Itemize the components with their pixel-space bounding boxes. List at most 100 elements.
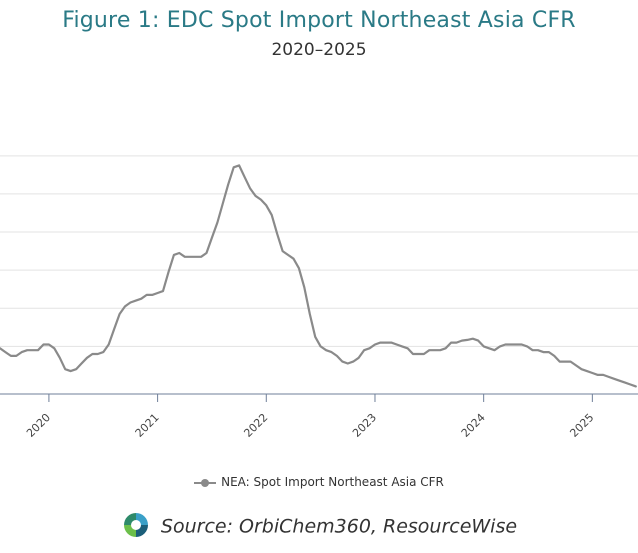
data-point[interactable] <box>421 351 427 357</box>
data-point[interactable] <box>106 342 112 348</box>
data-point[interactable] <box>269 212 275 218</box>
data-point[interactable] <box>51 345 57 351</box>
data-point[interactable] <box>155 290 161 296</box>
data-point[interactable] <box>557 359 563 365</box>
data-point[interactable] <box>8 353 14 359</box>
data-point[interactable] <box>46 342 52 348</box>
data-point[interactable] <box>236 162 242 168</box>
data-point[interactable] <box>79 361 85 367</box>
data-point[interactable] <box>454 340 460 346</box>
data-point[interactable] <box>415 351 421 357</box>
data-point[interactable] <box>573 362 579 368</box>
data-point[interactable] <box>301 284 307 290</box>
data-point[interactable] <box>492 347 498 353</box>
data-point[interactable] <box>443 345 449 351</box>
data-point[interactable] <box>220 201 226 207</box>
data-point[interactable] <box>606 374 612 380</box>
data-point[interactable] <box>209 235 215 241</box>
data-point[interactable] <box>334 353 340 359</box>
data-point[interactable] <box>187 254 193 260</box>
data-point[interactable] <box>546 349 552 355</box>
data-point[interactable] <box>432 347 438 353</box>
data-point[interactable] <box>166 269 172 275</box>
data-point[interactable] <box>584 368 590 374</box>
data-point[interactable] <box>117 311 123 317</box>
data-point[interactable] <box>540 349 546 355</box>
data-point[interactable] <box>122 303 128 309</box>
data-point[interactable] <box>57 355 63 361</box>
data-point[interactable] <box>524 343 530 349</box>
data-point[interactable] <box>111 326 117 332</box>
data-point[interactable] <box>13 353 19 359</box>
data-point[interactable] <box>627 382 633 388</box>
data-point[interactable] <box>242 174 248 180</box>
data-point[interactable] <box>296 265 302 271</box>
data-point[interactable] <box>367 345 373 351</box>
data-point[interactable] <box>171 252 177 258</box>
data-point[interactable] <box>551 353 557 359</box>
data-point[interactable] <box>263 202 269 208</box>
data-point[interactable] <box>502 342 508 348</box>
data-point[interactable] <box>280 248 286 254</box>
data-point[interactable] <box>176 250 182 256</box>
data-point[interactable] <box>579 366 585 372</box>
data-point[interactable] <box>84 355 90 361</box>
data-point[interactable] <box>247 185 253 191</box>
data-point[interactable] <box>377 340 383 346</box>
data-point[interactable] <box>508 342 514 348</box>
data-point[interactable] <box>361 347 367 353</box>
data-point[interactable] <box>405 345 411 351</box>
data-point[interactable] <box>568 359 574 365</box>
data-point[interactable] <box>127 300 133 306</box>
data-point[interactable] <box>258 197 264 203</box>
data-point[interactable] <box>89 351 95 357</box>
data-point[interactable] <box>464 337 470 343</box>
data-point[interactable] <box>383 340 389 346</box>
data-point[interactable] <box>138 296 144 302</box>
data-point[interactable] <box>611 376 617 382</box>
data-point[interactable] <box>182 254 188 260</box>
data-point[interactable] <box>231 164 237 170</box>
data-point[interactable] <box>133 298 139 304</box>
data-point[interactable] <box>470 336 476 342</box>
data-point[interactable] <box>329 349 335 355</box>
data-point[interactable] <box>633 383 638 389</box>
data-point[interactable] <box>410 351 416 357</box>
data-point[interactable] <box>285 252 291 258</box>
data-point[interactable] <box>24 347 30 353</box>
data-point[interactable] <box>350 359 356 365</box>
legend[interactable]: NEA: Spot Import Northeast Asia CFR <box>0 475 638 489</box>
data-point[interactable] <box>73 366 79 372</box>
data-point[interactable] <box>448 340 454 346</box>
data-point[interactable] <box>214 220 220 226</box>
data-point[interactable] <box>399 343 405 349</box>
data-point[interactable] <box>68 368 74 374</box>
data-point[interactable] <box>2 349 8 355</box>
data-point[interactable] <box>160 288 166 294</box>
data-point[interactable] <box>274 231 280 237</box>
data-point[interactable] <box>600 372 606 378</box>
data-point[interactable] <box>30 347 36 353</box>
data-point[interactable] <box>225 181 231 187</box>
data-point[interactable] <box>486 345 492 351</box>
series-line-nea-spot-import[interactable] <box>0 164 637 388</box>
data-point[interactable] <box>513 342 519 348</box>
data-point[interactable] <box>530 347 536 353</box>
data-point[interactable] <box>62 366 68 372</box>
data-point[interactable] <box>519 342 525 348</box>
data-point[interactable] <box>535 347 541 353</box>
data-point[interactable] <box>388 340 394 346</box>
data-point[interactable] <box>323 347 329 353</box>
data-point[interactable] <box>562 359 568 365</box>
data-point[interactable] <box>372 342 378 348</box>
data-point[interactable] <box>41 342 47 348</box>
data-point[interactable] <box>100 349 106 355</box>
data-point[interactable] <box>475 338 481 344</box>
data-point[interactable] <box>497 343 503 349</box>
data-point[interactable] <box>617 378 623 384</box>
data-point[interactable] <box>459 338 465 344</box>
data-point[interactable] <box>356 355 362 361</box>
data-point[interactable] <box>95 351 101 357</box>
data-point[interactable] <box>252 193 258 199</box>
data-point[interactable] <box>198 254 204 260</box>
